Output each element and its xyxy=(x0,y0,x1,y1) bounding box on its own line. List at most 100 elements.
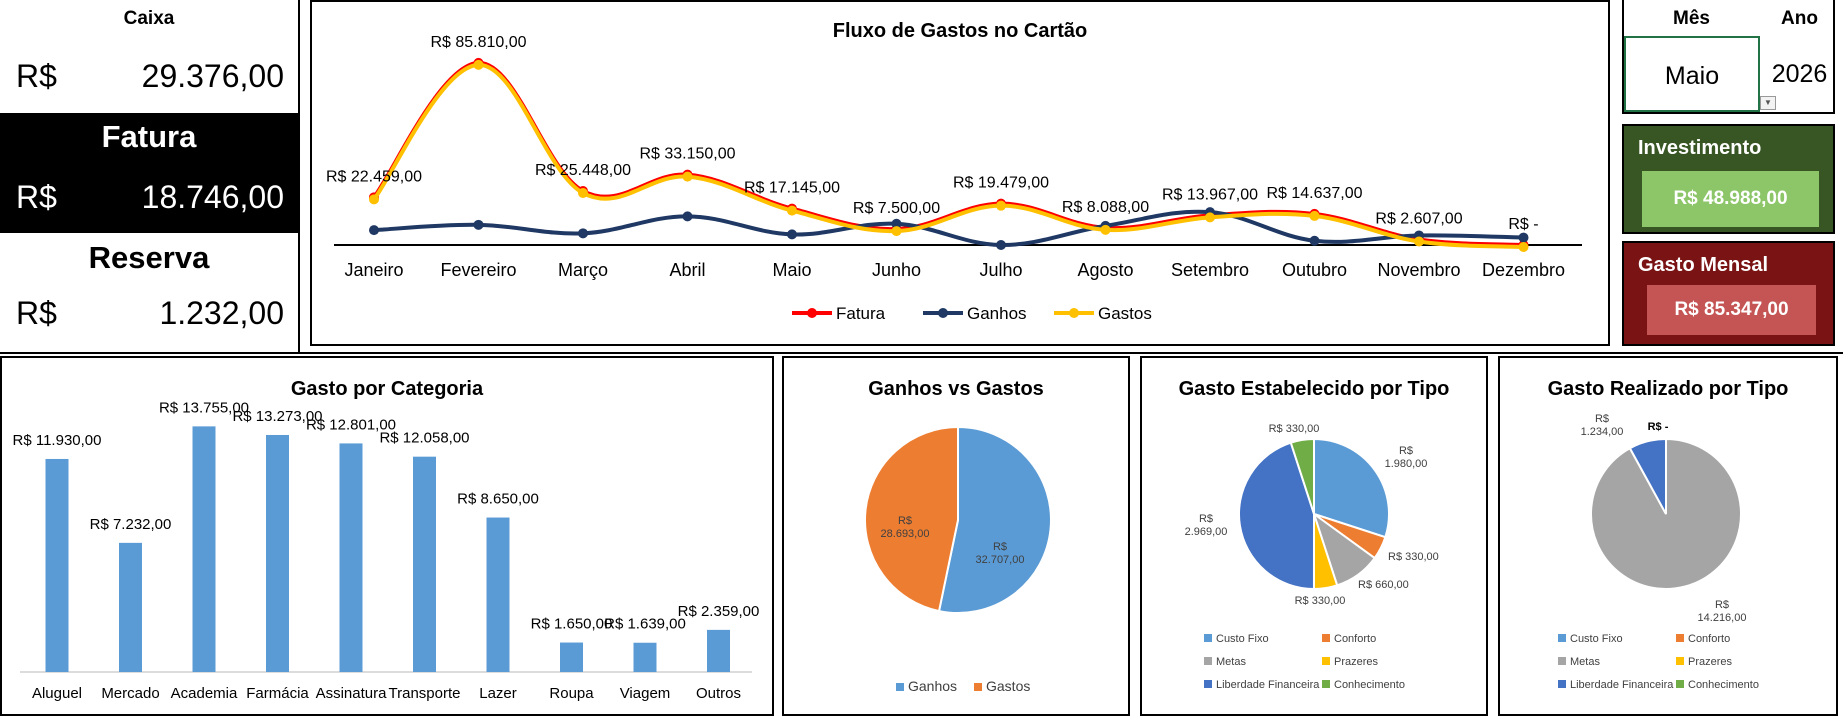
investimento-value-box: R$ 48.988,00 xyxy=(1642,171,1819,227)
investimento-value: R$ 48.988,00 xyxy=(1673,188,1788,209)
point-ganhos-6 xyxy=(996,240,1006,250)
bar-category-8: Viagem xyxy=(620,685,671,702)
est-legend-swatch-4 xyxy=(1204,680,1212,688)
real-label-4: R$ 1.234,00 xyxy=(1581,413,1624,438)
ganhos-gastos-chart-title: Ganhos vs Gastos xyxy=(868,378,1044,400)
mes-value: Maio xyxy=(1664,62,1720,90)
legend-marker-ganhos xyxy=(938,308,948,318)
point-gastos-0 xyxy=(369,194,379,205)
data-label-7: R$ 8.088,00 xyxy=(1062,199,1149,216)
legend-label-fatura: Fatura xyxy=(836,304,886,323)
point-ganhos-5 xyxy=(891,218,902,229)
est-slice-5 xyxy=(1289,437,1315,515)
bar-7 xyxy=(560,642,583,672)
data-label-0: R$ 22.459,00 xyxy=(326,168,422,185)
bar-8 xyxy=(633,642,657,672)
fatura-value: 18.746,00 xyxy=(141,179,284,215)
ano-value[interactable]: 2026 xyxy=(1771,60,1828,88)
point-gastos-8 xyxy=(1205,212,1215,223)
ganhos-gastos-chart: R$ 32.707,00 R$ 28.693,00 Ganhos Gastos xyxy=(864,425,1052,694)
mes-label: Mês xyxy=(1673,8,1710,29)
reserva-label: Reserva xyxy=(88,240,210,275)
point-gastos-10 xyxy=(1414,236,1424,247)
gasto-mensal-panel: Gasto Mensal R$ 85.347,00 xyxy=(1622,241,1835,346)
real-legend-swatch-4 xyxy=(1558,680,1566,688)
real-label-2: R$ 14.216,00 xyxy=(1698,599,1747,624)
data-label-3: R$ 33.150,00 xyxy=(639,146,735,163)
bar-5 xyxy=(413,456,436,672)
point-gastos-11 xyxy=(1518,242,1529,252)
real-slice-4 xyxy=(1628,437,1667,515)
est-label-5: R$ 330,00 xyxy=(1269,423,1320,435)
bar-label-5: R$ 12.058,00 xyxy=(379,430,469,447)
est-legend-swatch-0 xyxy=(1204,634,1212,642)
est-label-2: R$ 660,00 xyxy=(1358,579,1409,591)
bar-category-9: Outros xyxy=(696,685,741,702)
gg-slice-1 xyxy=(864,425,959,613)
gg-slice-0 xyxy=(937,425,1052,614)
x-tick-0: Janeiro xyxy=(344,260,403,280)
bar-category-3: Farmácia xyxy=(246,685,309,702)
fatura-currency: R$ xyxy=(16,179,57,215)
data-label-10: R$ 2.607,00 xyxy=(1375,210,1462,227)
realizado-chart-box: Gasto Realizado por Tipo R$ 14.216,00 R$ 1.… xyxy=(1498,356,1838,716)
est-label-0: R$ 1.980,00 xyxy=(1385,445,1428,470)
est-legend-swatch-1 xyxy=(1322,634,1330,642)
bar-label-8: R$ 1.639,00 xyxy=(604,616,686,633)
caixa-label: Caixa xyxy=(123,8,175,29)
categoria-chart-title: Gasto por Categoria xyxy=(290,378,484,400)
point-gastos-4 xyxy=(787,205,797,216)
mes-dropdown[interactable]: Maio xyxy=(1624,36,1760,112)
point-ganhos-9 xyxy=(1309,235,1320,246)
gasto-mensal-label: Gasto Mensal xyxy=(1638,254,1769,276)
bar-label-2: R$ 13.755,00 xyxy=(159,399,249,416)
fluxo-chart: R$ 22.459,00 R$ 85.810,00 R$ 25.448,00 R$ 3… xyxy=(326,34,1582,323)
gg-legend-label-0: Ganhos xyxy=(908,678,957,694)
data-label-11: R$ - xyxy=(1508,216,1538,233)
legend-label-gastos: Gastos xyxy=(1098,304,1152,323)
dropdown-arrow-icon[interactable]: ▼ xyxy=(1760,96,1776,110)
bar-label-7: R$ 1.650,00 xyxy=(531,616,613,633)
x-tick-5: Junho xyxy=(872,260,921,280)
caixa-value: 29.376,00 xyxy=(141,58,284,94)
estabelecido-chart-title: Gasto Estabelecido por Tipo xyxy=(1178,378,1450,400)
point-gastos-9 xyxy=(1309,210,1320,221)
bar-label-6: R$ 8.650,00 xyxy=(457,491,539,508)
bar-label-0: R$ 11.930,00 xyxy=(13,432,102,449)
bar-1 xyxy=(119,542,142,672)
investimento-label: Investimento xyxy=(1638,137,1762,159)
x-tick-6: Julho xyxy=(979,260,1022,280)
est-legend-label-5: Conhecimento xyxy=(1334,679,1405,691)
bar-2 xyxy=(192,426,216,672)
gg-label-1: R$ 28.693,00 xyxy=(881,515,930,540)
x-tick-2: Março xyxy=(558,260,608,280)
est-legend-label-0: Custo Fixo xyxy=(1216,633,1269,645)
bar-category-7: Roupa xyxy=(549,685,594,702)
real-legend-swatch-3 xyxy=(1676,657,1684,665)
bar-category-6: Lazer xyxy=(479,685,517,702)
real-legend-swatch-5 xyxy=(1676,680,1684,688)
gg-legend-swatch-1 xyxy=(974,683,982,691)
bar-category-0: Aluguel xyxy=(32,685,82,702)
realizado-chart: R$ 14.216,00 R$ 1.234,00 R$ - Custo Fixo Confo… xyxy=(1558,413,1759,691)
point-ganhos-1 xyxy=(473,219,484,230)
point-ganhos-2 xyxy=(578,228,588,239)
data-label-1: R$ 85.810,00 xyxy=(430,34,526,51)
estabelecido-chart-box: Gasto Estabelecido por Tipo R$ 1.980,00 R$… xyxy=(1140,356,1488,716)
series-line-ganhos xyxy=(373,209,1524,248)
fluxo-chart-box: Fluxo de Gastos no Cartão R$ 22.459,00 R$… xyxy=(310,0,1610,346)
real-legend-label-5: Conhecimento xyxy=(1688,679,1759,691)
reserva-currency: R$ xyxy=(16,295,57,331)
bar-6 xyxy=(486,517,510,672)
fatura-block: Fatura R$ 18.746,00 xyxy=(0,113,298,233)
legend-marker-gastos xyxy=(1069,308,1079,318)
x-tick-8: Setembro xyxy=(1171,260,1249,280)
real-legend-swatch-0 xyxy=(1558,634,1566,642)
bar-category-2: Academia xyxy=(171,685,238,702)
legend-marker-fatura xyxy=(807,308,817,318)
est-legend-swatch-5 xyxy=(1322,680,1330,688)
gg-legend-label-1: Gastos xyxy=(986,678,1030,694)
real-legend-label-3: Prazeres xyxy=(1688,656,1733,668)
period-selector: Mês Ano Maio 2026 ▼ xyxy=(1622,0,1835,114)
ganhos-gastos-chart-box: Ganhos vs Gastos R$ 32.707,00 R$ 28.693,00 G… xyxy=(782,356,1130,716)
